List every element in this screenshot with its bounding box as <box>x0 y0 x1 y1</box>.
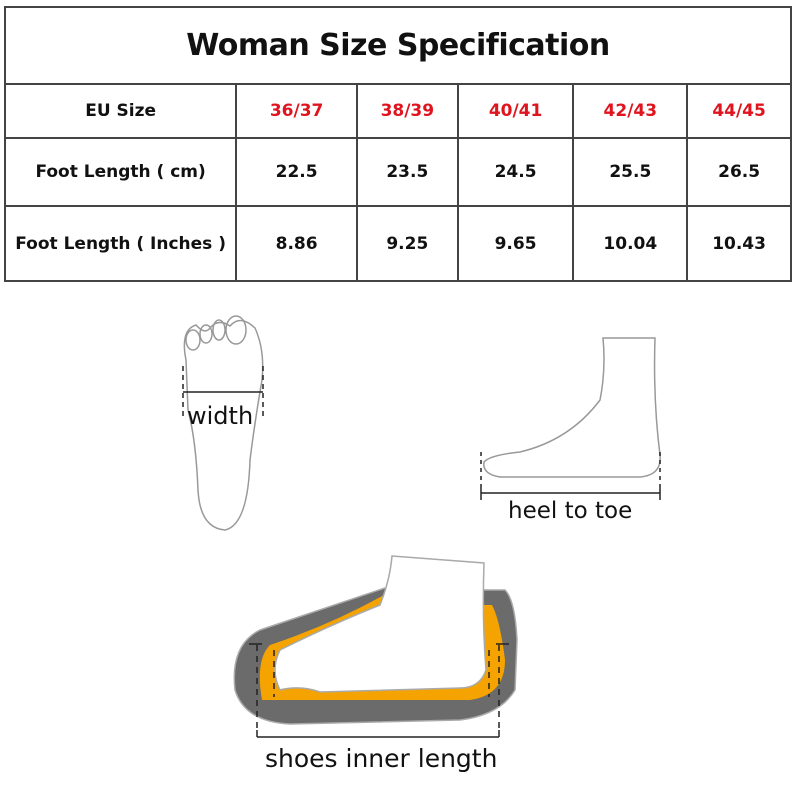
value-cell: 22.5 <box>235 137 358 207</box>
shoe-section-icon <box>233 555 518 725</box>
table-row: Foot Length ( Inches ) 8.86 9.25 9.65 10… <box>3 205 792 282</box>
heel-to-toe-label: heel to toe <box>508 498 633 524</box>
value-cell: 26.5 <box>686 137 792 207</box>
value-cell: 10.43 <box>686 205 792 282</box>
size-cell: 38/39 <box>355 83 459 139</box>
width-measure-icon <box>182 366 264 420</box>
value-cell: 8.86 <box>235 205 358 282</box>
inner-length-measure-icon <box>249 643 509 738</box>
row-label: Foot Length ( cm) <box>3 137 238 207</box>
value-cell: 24.5 <box>456 137 575 207</box>
size-cell: 44/45 <box>686 83 792 139</box>
value-cell: 9.25 <box>355 205 459 282</box>
foot-side-view-icon <box>483 337 661 478</box>
table-title: Woman Size Specification <box>4 6 792 85</box>
width-label: width <box>187 402 254 430</box>
value-cell: 10.04 <box>572 205 689 282</box>
table-row: EU Size 36/37 38/39 40/41 42/43 44/45 <box>3 83 792 139</box>
value-cell: 9.65 <box>456 205 575 282</box>
size-cell: 40/41 <box>456 83 575 139</box>
value-cell: 25.5 <box>572 137 689 207</box>
table-row: Foot Length ( cm) 22.5 23.5 24.5 25.5 26… <box>3 137 792 207</box>
row-label: Foot Length ( Inches ) <box>3 205 238 282</box>
heel-toe-measure-icon <box>480 452 661 500</box>
size-table: Woman Size Specification EU Size 36/37 3… <box>3 6 792 282</box>
row-label: EU Size <box>3 83 238 139</box>
size-cell: 36/37 <box>235 83 358 139</box>
size-cell: 42/43 <box>572 83 689 139</box>
inner-length-label: shoes inner length <box>265 744 498 773</box>
value-cell: 23.5 <box>355 137 459 207</box>
